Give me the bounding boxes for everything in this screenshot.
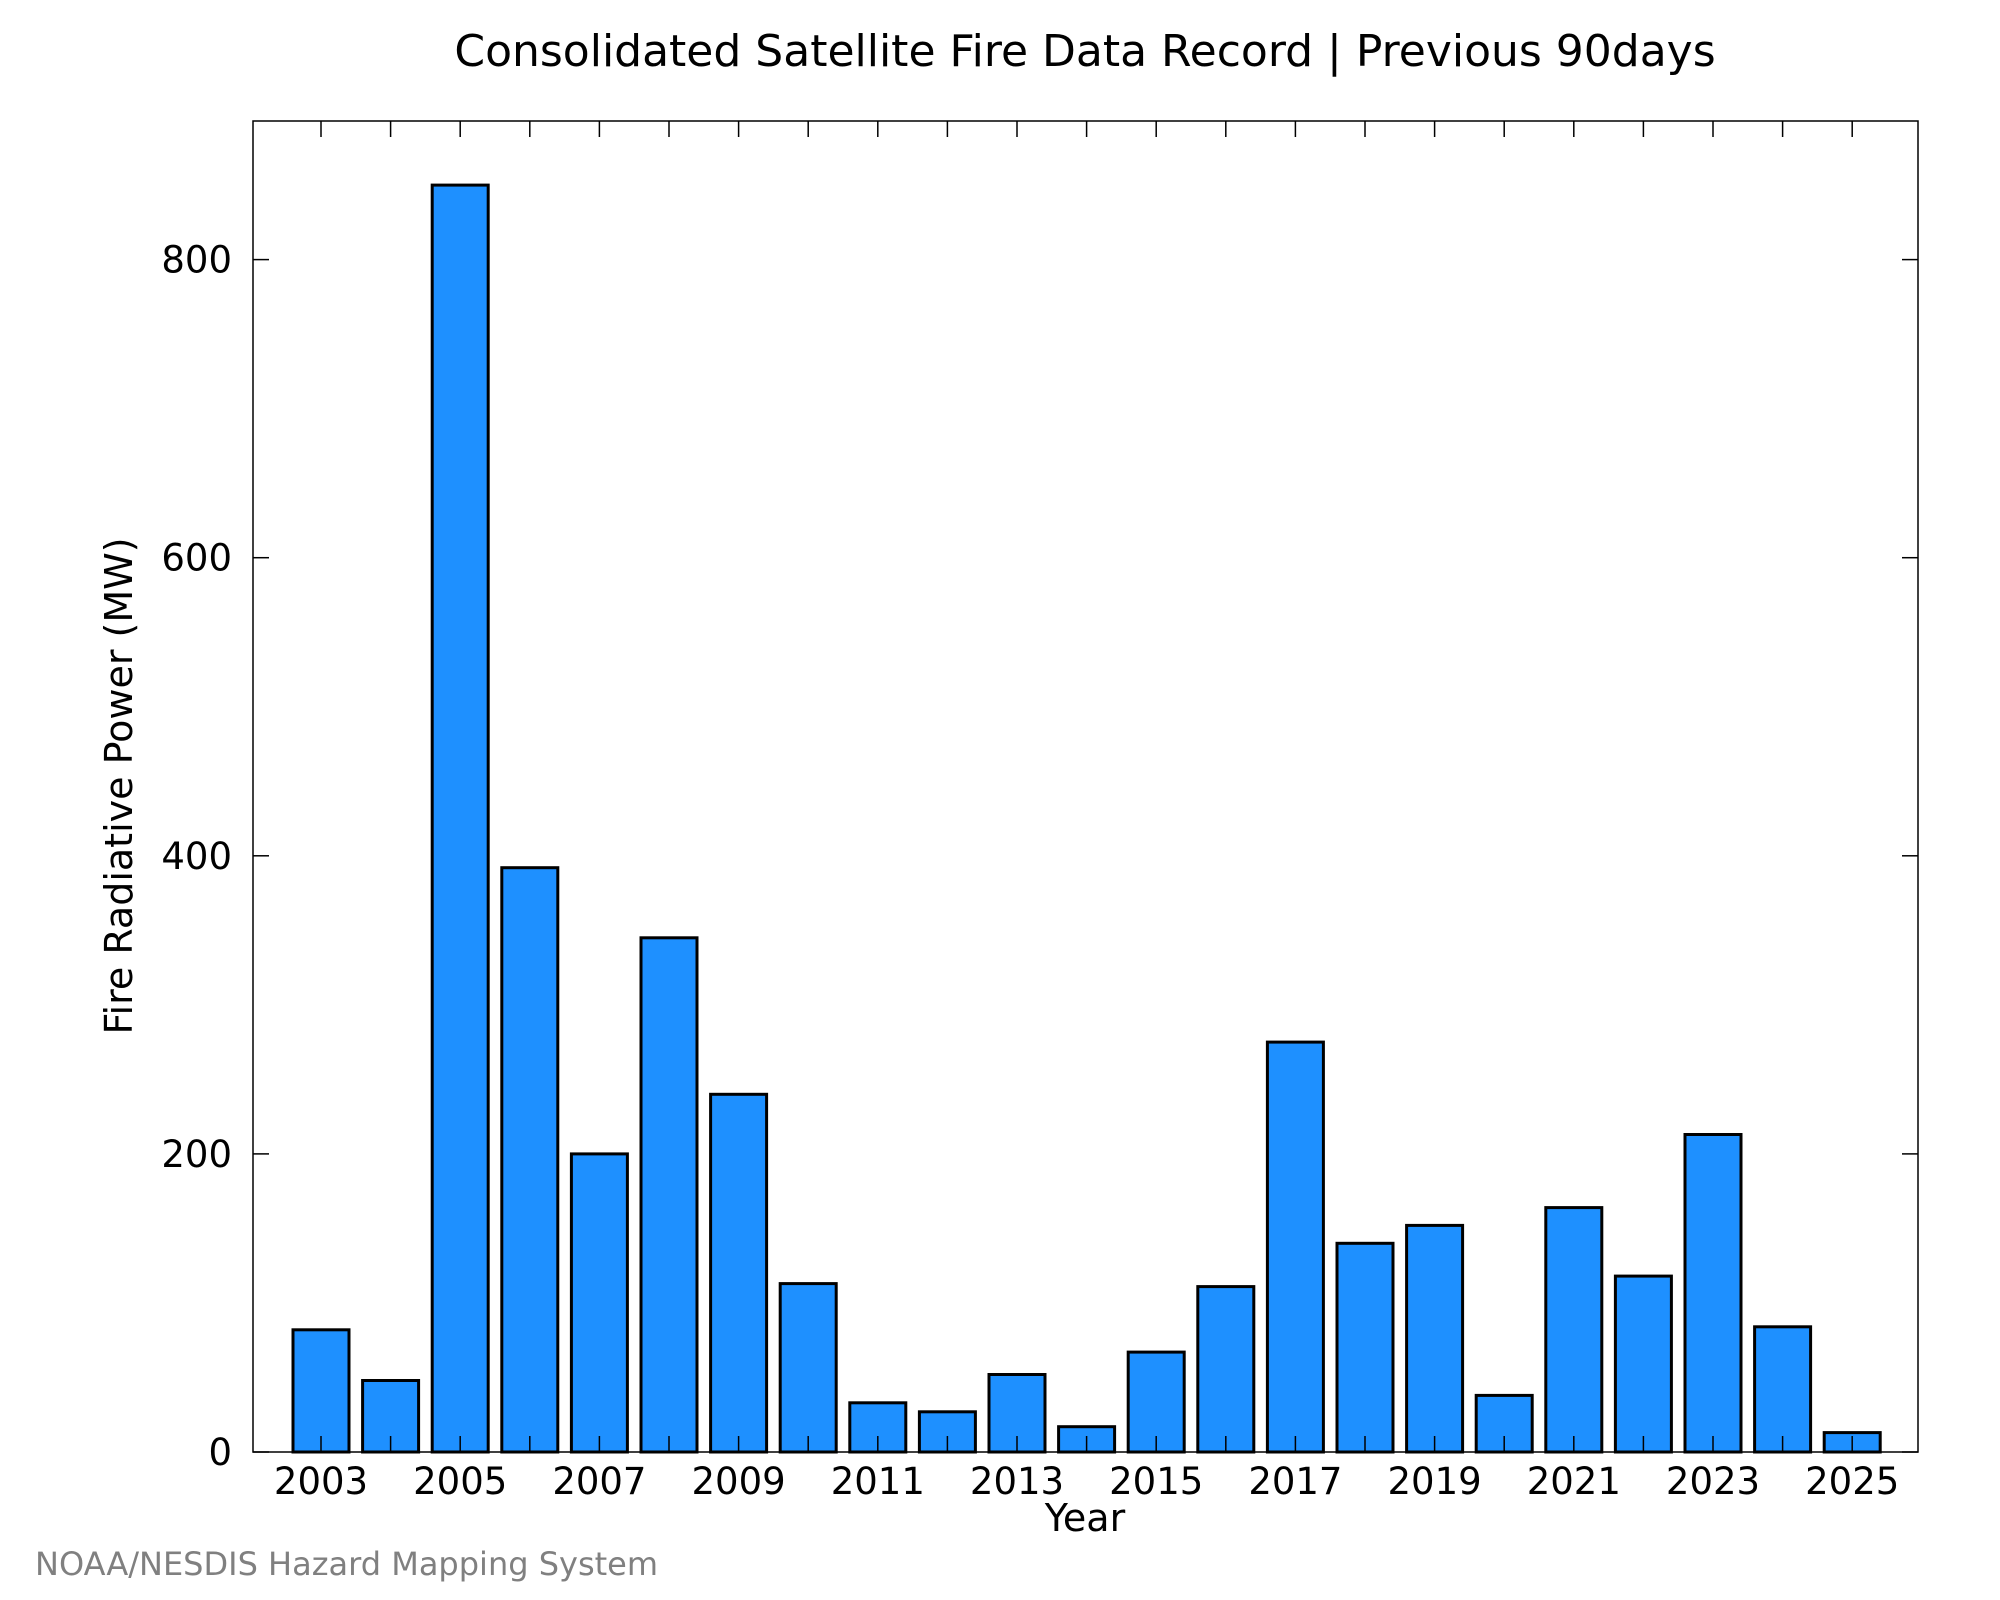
y-tick-label-400: 400 (161, 835, 232, 878)
bar-2024 (1753, 1325, 1813, 1454)
x-tick-label-2009: 2009 (692, 1460, 786, 1503)
x-tick-label-2003: 2003 (274, 1460, 368, 1503)
bar-2008 (639, 936, 699, 1454)
x-tick-label-2007: 2007 (552, 1460, 646, 1503)
y-tick-label-200: 200 (161, 1133, 232, 1176)
y-axis-label: Fire Radiative Power (MW) (97, 537, 141, 1034)
bar-2005 (430, 183, 490, 1454)
bar-2016 (1196, 1285, 1256, 1454)
bar-2009 (709, 1092, 769, 1454)
ticks-layer: 2003 2005 2007 2009 2011 2013 2015 2017 2019 2021… (161, 121, 1918, 1503)
x-tick-label-2011: 2011 (831, 1460, 925, 1503)
x-tick-label-2019: 2019 (1388, 1460, 1482, 1503)
x-tick-label-2017: 2017 (1248, 1460, 1342, 1503)
bar-2015 (1126, 1350, 1186, 1454)
x-tick-label-2015: 2015 (1109, 1460, 1203, 1503)
bar-2018 (1335, 1241, 1395, 1454)
credit-text: NOAA/NESDIS Hazard Mapping System (35, 1545, 658, 1583)
bar-2007 (569, 1152, 629, 1454)
bar-2006 (500, 866, 560, 1454)
bar-2023 (1683, 1133, 1743, 1454)
y-tick-label-600: 600 (161, 537, 232, 580)
x-axis-label: Year (1044, 1496, 1126, 1540)
x-tick-label-2005: 2005 (413, 1460, 507, 1503)
bars-layer (291, 183, 1882, 1454)
bar-2017 (1265, 1040, 1325, 1454)
x-tick-label-2013: 2013 (970, 1460, 1064, 1503)
bar-2021 (1544, 1206, 1604, 1454)
y-tick-label-800: 800 (161, 239, 232, 282)
x-tick-label-2023: 2023 (1666, 1460, 1760, 1503)
x-tick-label-2021: 2021 (1527, 1460, 1621, 1503)
x-tick-label-2025: 2025 (1805, 1460, 1899, 1503)
chart-title: Consolidated Satellite Fire Data Record … (454, 26, 1715, 77)
y-tick-label-0: 0 (208, 1431, 232, 1474)
bar-2019 (1405, 1223, 1465, 1454)
bar-2003 (291, 1328, 351, 1454)
bar-2022 (1613, 1274, 1673, 1454)
bar-2010 (778, 1282, 838, 1454)
